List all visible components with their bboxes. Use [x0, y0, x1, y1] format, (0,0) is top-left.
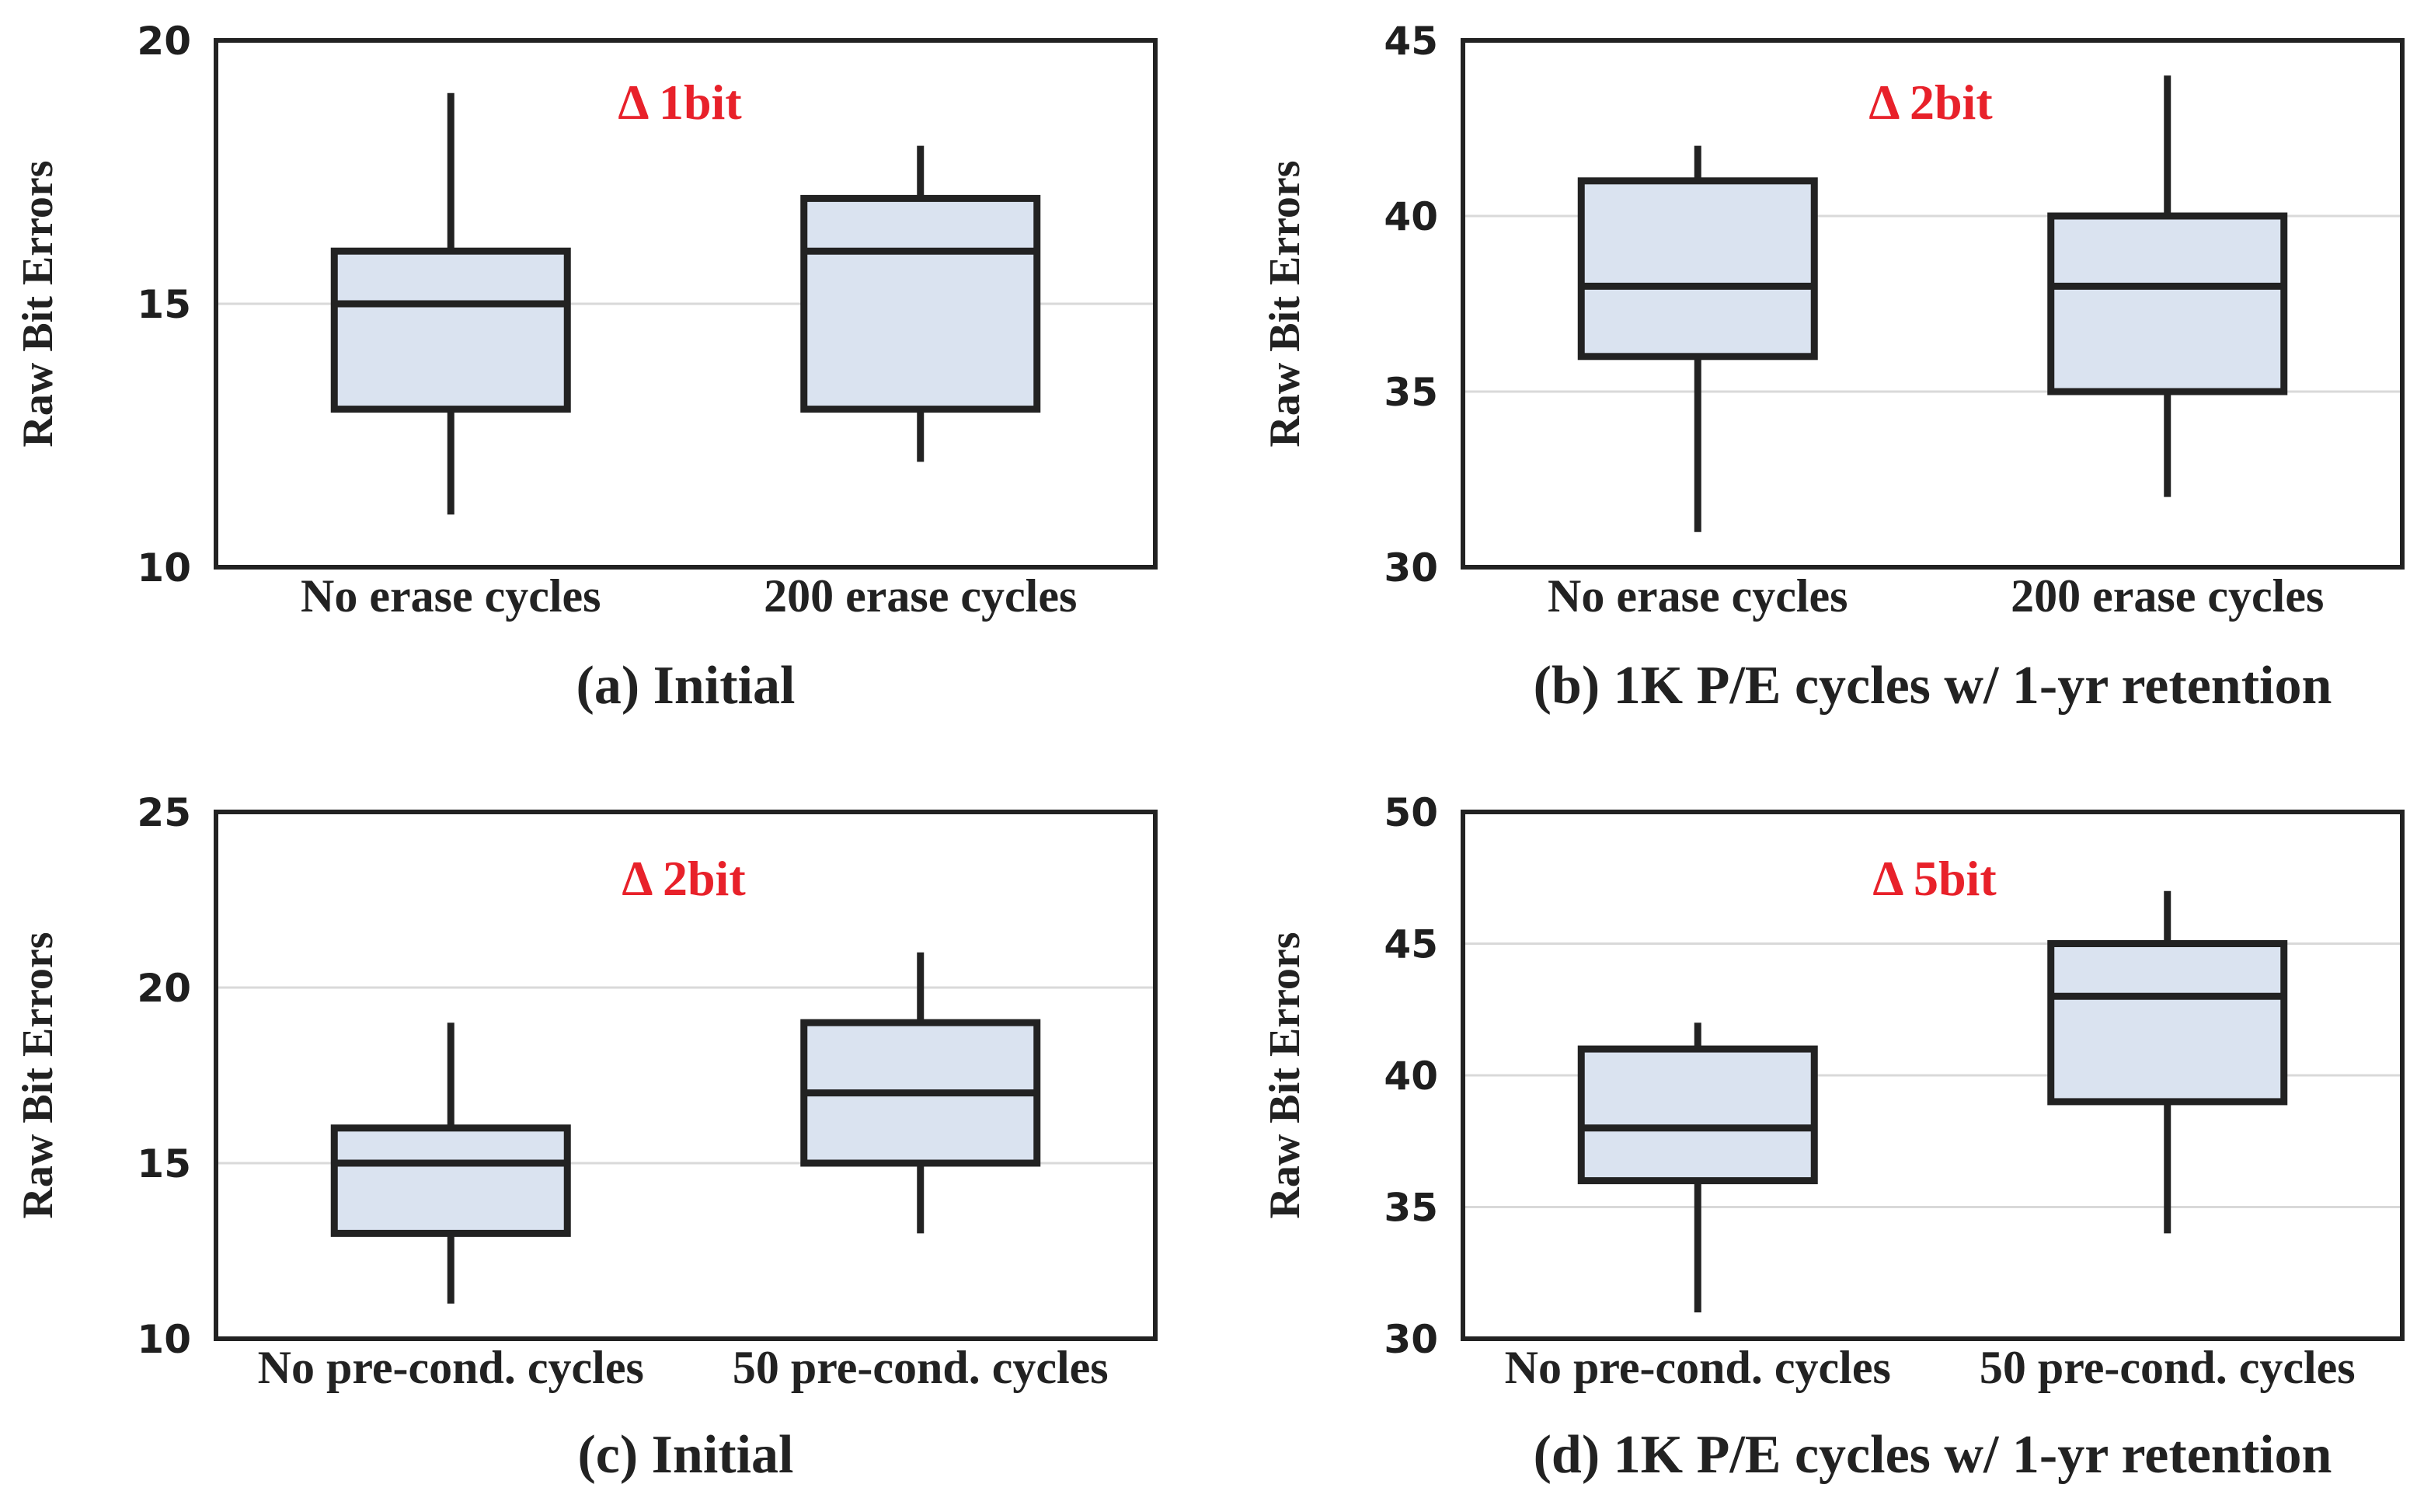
box-iqr	[1577, 1045, 1818, 1185]
box-iqr	[2047, 940, 2288, 1106]
y-axis-label: Raw Bit Errors	[1261, 160, 1309, 447]
x-category-label: No pre-cond. cycles	[258, 1342, 644, 1393]
x-category-label: No pre-cond. cycles	[1505, 1342, 1891, 1393]
y-tick-label: 25	[137, 790, 191, 835]
plot-frame	[1461, 38, 2405, 570]
chart-panel-d: 30 35 40 45 50 No pre-cond. cycles 50 pre-cond…	[1261, 790, 2405, 1485]
box-iqr	[1577, 177, 1818, 361]
y-tick-label: 40	[1384, 194, 1438, 239]
y-tick-label: 45	[1384, 922, 1438, 967]
y-axis-label: Raw Bit Errors	[14, 160, 62, 447]
y-tick-label: 40	[1384, 1054, 1438, 1099]
chart-panel-a: 10 15 20 No erase cycles 200 erase cycles Raw…	[14, 19, 1158, 716]
x-category-label: 200 erase cycles	[2011, 570, 2324, 622]
delta-annotation: Δ 2bit	[1868, 75, 1993, 130]
y-tick-label: 20	[137, 19, 191, 64]
x-category-label: No erase cycles	[1548, 570, 1848, 622]
x-category-label: 50 pre-cond. cycles	[1980, 1342, 2356, 1393]
plot-frame	[214, 810, 1158, 1341]
y-axis-label: Raw Bit Errors	[1261, 932, 1309, 1218]
y-tick-label: 15	[137, 282, 191, 327]
y-tick-label: 30	[1384, 1317, 1438, 1362]
y-tick-label: 45	[1384, 19, 1438, 64]
x-category-label: 200 erase cycles	[764, 570, 1077, 622]
y-tick-label: 30	[1384, 545, 1438, 591]
x-category-label: No erase cycles	[301, 570, 601, 622]
x-category-label: 50 pre-cond. cycles	[733, 1342, 1109, 1393]
y-tick-label: 35	[1384, 1186, 1438, 1231]
delta-annotation: Δ 1bit	[618, 75, 742, 130]
y-tick-label: 50	[1384, 790, 1438, 835]
box-iqr	[330, 1124, 571, 1237]
box-iqr	[2047, 212, 2288, 395]
y-tick-label: 35	[1384, 370, 1438, 415]
delta-annotation: Δ 2bit	[622, 851, 746, 906]
y-tick-label: 10	[137, 545, 191, 591]
delta-annotation: Δ 5bit	[1872, 851, 1997, 906]
panel-caption: (c) Initial	[577, 1425, 793, 1485]
y-tick-label: 15	[137, 1141, 191, 1186]
panel-caption: (b) 1K P/E cycles w/ 1-yr retention	[1534, 656, 2332, 716]
y-axis-label: Raw Bit Errors	[14, 932, 62, 1218]
y-tick-label: 20	[137, 966, 191, 1011]
plot-frame	[214, 38, 1158, 570]
chart-panel-c: 10 15 20 25 No pre-cond. cycles 50 pre-cond. …	[14, 790, 1158, 1485]
y-tick-label: 10	[137, 1317, 191, 1362]
chart-panel-b: 30 35 40 45 No erase cycles 200 erase cycles R…	[1261, 19, 2405, 716]
box-iqr	[800, 194, 1041, 413]
panel-caption: (d) 1K P/E cycles w/ 1-yr retention	[1534, 1425, 2332, 1485]
box-iqr	[330, 247, 571, 413]
panel-caption: (a) Initial	[576, 656, 796, 716]
plot-frame	[1461, 810, 2405, 1341]
